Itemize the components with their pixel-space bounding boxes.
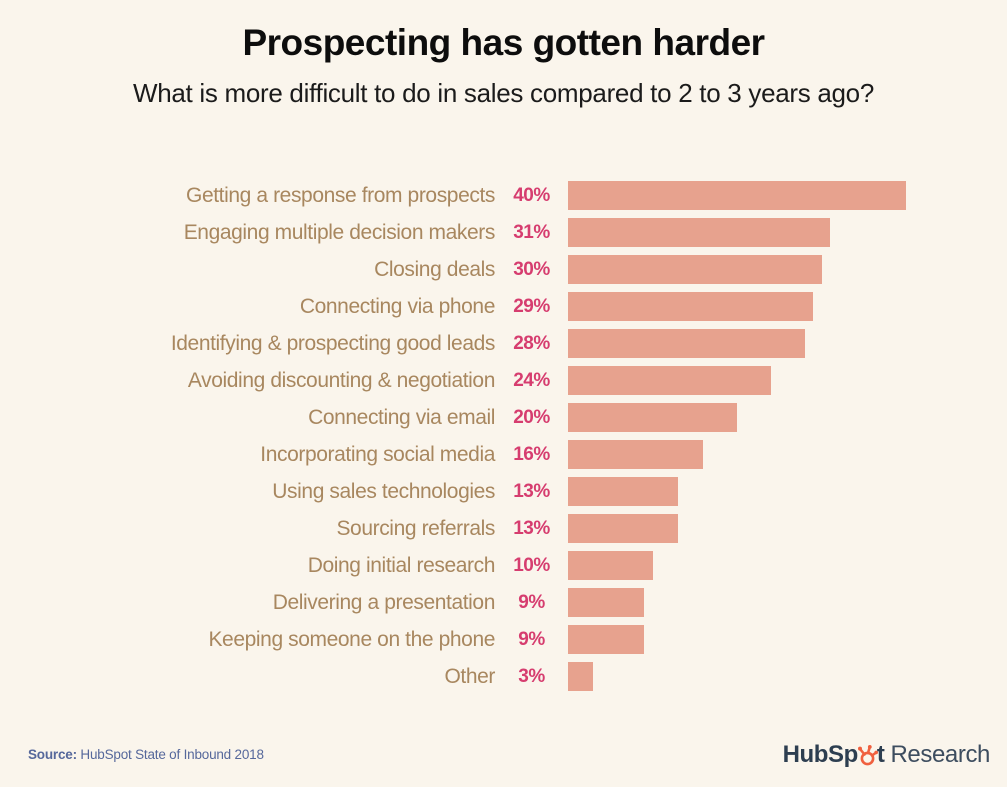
value-label: 13% — [513, 480, 550, 502]
chart-row: Keeping someone on the phone 9% — [0, 621, 1007, 658]
chart-row: Closing deals 30% — [0, 251, 1007, 288]
category-label: Connecting via email — [308, 405, 495, 429]
bar — [568, 477, 678, 506]
category-label: Keeping someone on the phone — [208, 627, 495, 651]
bar — [568, 366, 771, 395]
category-label: Avoiding discounting & negotiation — [187, 368, 495, 392]
hubspot-sprocket-icon — [857, 745, 878, 766]
value-label: 31% — [513, 221, 550, 243]
bar — [568, 514, 678, 543]
bar — [568, 662, 594, 691]
chart-row: Identifying & prospecting good leads 28% — [0, 325, 1007, 362]
logo-text-research: Research — [890, 741, 990, 768]
value-label: 24% — [513, 369, 550, 391]
bar — [568, 218, 830, 247]
category-label: Sourcing referrals — [336, 516, 495, 540]
chart-row: Avoiding discounting & negotiation 24% — [0, 362, 1007, 399]
chart-row: Sourcing referrals 13% — [0, 510, 1007, 547]
value-label: 29% — [513, 295, 550, 317]
category-label: Doing initial research — [307, 553, 496, 577]
value-label: 9% — [518, 591, 545, 613]
bar — [568, 588, 644, 617]
category-label: Incorporating social media — [260, 442, 495, 466]
source-note: Source: HubSpot State of Inbound 2018 — [28, 747, 264, 762]
category-label: Connecting via phone — [299, 294, 496, 318]
chart-row: Connecting via phone 29% — [0, 288, 1007, 325]
chart-row: Getting a response from prospects 40% — [0, 177, 1007, 214]
bar — [568, 551, 653, 580]
chart-row: Using sales technologies 13% — [0, 473, 1007, 510]
logo-text-t: t — [876, 741, 885, 768]
value-label: 10% — [513, 554, 550, 576]
bar — [568, 329, 805, 358]
bar — [568, 255, 822, 284]
value-label: 13% — [513, 517, 550, 539]
page-title: Prospecting has gotten harder — [242, 22, 765, 63]
bar — [568, 625, 644, 654]
bar — [568, 181, 906, 210]
source-label: Source: — [28, 747, 77, 762]
chart-row: Other 3% — [0, 658, 1007, 695]
bar-chart: Getting a response from prospects 40% Enga… — [0, 177, 1007, 695]
hubspot-research-logo: HubSp t Research — [782, 741, 991, 769]
chart-row: Doing initial research 10% — [0, 547, 1007, 584]
source-text: HubSpot State of Inbound 2018 — [76, 747, 264, 762]
category-label: Engaging multiple decision makers — [183, 220, 496, 244]
category-label: Other — [444, 664, 495, 688]
bar — [568, 292, 813, 321]
category-label: Closing deals — [374, 257, 495, 281]
value-label: 40% — [513, 184, 550, 206]
value-label: 3% — [518, 665, 545, 687]
category-label: Identifying & prospecting good leads — [170, 331, 496, 355]
header: Prospecting has gotten harder What is mo… — [0, 22, 1007, 109]
value-label: 20% — [513, 406, 550, 428]
chart-row: Engaging multiple decision makers 31% — [0, 214, 1007, 251]
bar — [568, 440, 704, 469]
bar — [568, 403, 737, 432]
value-label: 30% — [513, 258, 550, 280]
chart-row: Delivering a presentation 9% — [0, 584, 1007, 621]
value-label: 9% — [518, 628, 545, 650]
logo-text-hubsp: HubSp — [782, 741, 859, 768]
category-label: Getting a response from prospects — [186, 183, 495, 207]
category-label: Using sales technologies — [272, 479, 495, 503]
category-label: Delivering a presentation — [272, 590, 496, 614]
page-subtitle: What is more difficult to do in sales co… — [132, 78, 875, 108]
chart-row: Incorporating social media 16% — [0, 436, 1007, 473]
chart-row: Connecting via email 20% — [0, 399, 1007, 436]
value-label: 28% — [513, 332, 550, 354]
value-label: 16% — [513, 443, 550, 465]
